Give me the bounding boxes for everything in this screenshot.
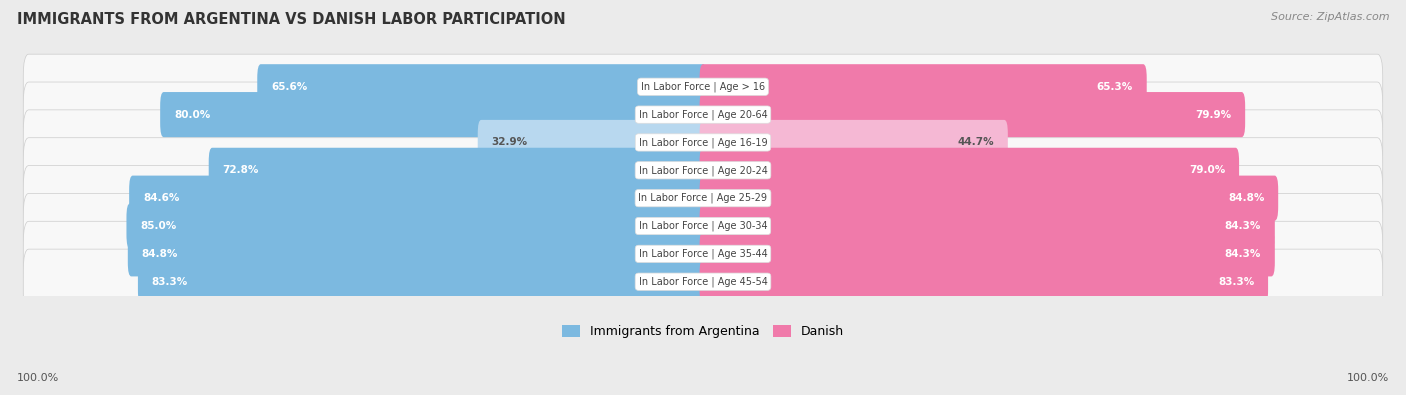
Text: In Labor Force | Age > 16: In Labor Force | Age > 16 [641, 81, 765, 92]
Text: 100.0%: 100.0% [1347, 373, 1389, 383]
FancyBboxPatch shape [24, 82, 1382, 147]
FancyBboxPatch shape [700, 120, 1008, 165]
Text: 84.6%: 84.6% [143, 193, 180, 203]
FancyBboxPatch shape [478, 120, 706, 165]
FancyBboxPatch shape [24, 249, 1382, 314]
FancyBboxPatch shape [700, 259, 1268, 304]
FancyBboxPatch shape [24, 166, 1382, 231]
Text: 84.8%: 84.8% [1227, 193, 1264, 203]
Text: 83.3%: 83.3% [1218, 277, 1254, 287]
Text: 79.0%: 79.0% [1189, 166, 1226, 175]
FancyBboxPatch shape [129, 176, 706, 221]
Text: In Labor Force | Age 35-44: In Labor Force | Age 35-44 [638, 248, 768, 259]
Text: In Labor Force | Age 16-19: In Labor Force | Age 16-19 [638, 137, 768, 148]
Text: IMMIGRANTS FROM ARGENTINA VS DANISH LABOR PARTICIPATION: IMMIGRANTS FROM ARGENTINA VS DANISH LABO… [17, 12, 565, 27]
Text: In Labor Force | Age 20-24: In Labor Force | Age 20-24 [638, 165, 768, 175]
FancyBboxPatch shape [700, 176, 1278, 221]
FancyBboxPatch shape [24, 54, 1382, 119]
FancyBboxPatch shape [700, 148, 1239, 193]
FancyBboxPatch shape [127, 203, 706, 248]
Text: In Labor Force | Age 20-64: In Labor Force | Age 20-64 [638, 109, 768, 120]
Text: 65.3%: 65.3% [1097, 82, 1133, 92]
Text: Source: ZipAtlas.com: Source: ZipAtlas.com [1271, 12, 1389, 22]
FancyBboxPatch shape [24, 110, 1382, 175]
Text: In Labor Force | Age 45-54: In Labor Force | Age 45-54 [638, 276, 768, 287]
FancyBboxPatch shape [160, 92, 706, 137]
Text: 84.3%: 84.3% [1225, 221, 1261, 231]
Text: In Labor Force | Age 30-34: In Labor Force | Age 30-34 [638, 221, 768, 231]
FancyBboxPatch shape [700, 231, 1275, 276]
Text: 80.0%: 80.0% [174, 109, 209, 120]
Legend: Immigrants from Argentina, Danish: Immigrants from Argentina, Danish [557, 320, 849, 343]
Text: 44.7%: 44.7% [957, 137, 994, 147]
FancyBboxPatch shape [24, 194, 1382, 259]
FancyBboxPatch shape [138, 259, 706, 304]
Text: 84.3%: 84.3% [1225, 249, 1261, 259]
FancyBboxPatch shape [700, 64, 1147, 109]
Text: 83.3%: 83.3% [152, 277, 188, 287]
Text: 72.8%: 72.8% [222, 166, 259, 175]
FancyBboxPatch shape [208, 148, 706, 193]
Text: 85.0%: 85.0% [141, 221, 177, 231]
FancyBboxPatch shape [128, 231, 706, 276]
Text: 32.9%: 32.9% [492, 137, 527, 147]
FancyBboxPatch shape [24, 138, 1382, 203]
Text: In Labor Force | Age 25-29: In Labor Force | Age 25-29 [638, 193, 768, 203]
FancyBboxPatch shape [700, 203, 1275, 248]
FancyBboxPatch shape [257, 64, 706, 109]
Text: 79.9%: 79.9% [1195, 109, 1232, 120]
FancyBboxPatch shape [700, 92, 1246, 137]
Text: 84.8%: 84.8% [142, 249, 179, 259]
Text: 100.0%: 100.0% [17, 373, 59, 383]
Text: 65.6%: 65.6% [271, 82, 308, 92]
FancyBboxPatch shape [24, 221, 1382, 286]
